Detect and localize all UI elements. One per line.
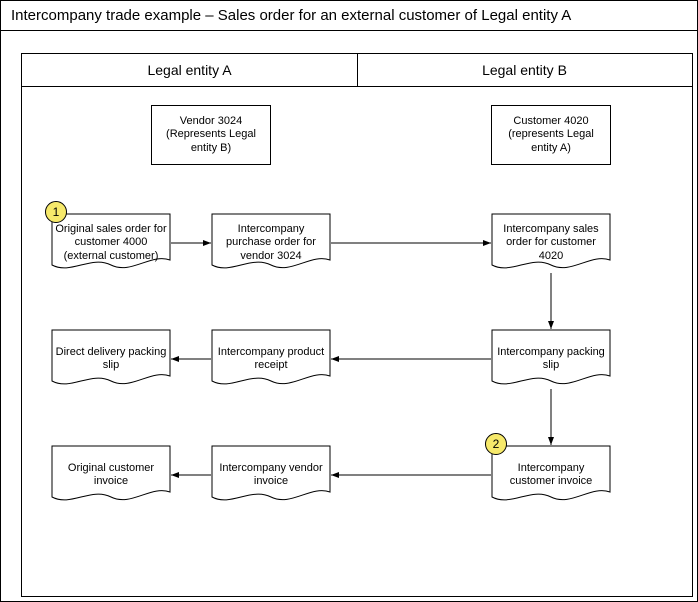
node-label: Intercompany packing slip [495,346,607,372]
node-origInv: Original customer invoice [51,445,171,505]
node-ddSlip: Direct delivery packing slip [51,329,171,389]
node-icCInv: Intercompany customer invoice [491,445,611,505]
diagram-page: Intercompany trade example – Sales order… [0,0,698,602]
column-header-b: Legal entity B [357,54,692,87]
badge-2: 2 [485,433,507,455]
node-icVInv: Intercompany vendor invoice [211,445,331,505]
node-label: Intercompany vendor invoice [215,462,327,488]
node-label: Original sales order for customer 4000 (… [55,223,167,263]
node-label: Customer 4020 (represents Legal entity A… [496,115,606,155]
node-label: Direct delivery packing slip [55,346,167,372]
node-customer: Customer 4020 (represents Legal entity A… [491,105,611,165]
node-label: Intercompany product receipt [215,346,327,372]
node-icProdR: Intercompany product receipt [211,329,331,389]
node-vendor: Vendor 3024 (Represents Legal entity B) [151,105,271,165]
node-label: Intercompany sales order for customer 40… [495,223,607,263]
node-icSO: Intercompany sales order for customer 40… [491,213,611,273]
node-label: Vendor 3024 (Represents Legal entity B) [156,115,266,155]
column-header-a: Legal entity A [22,54,358,87]
node-label: Intercompany purchase order for vendor 3… [215,223,327,263]
node-origSO: Original sales order for customer 4000 (… [51,213,171,273]
node-label: Original customer invoice [55,462,167,488]
node-icPO: Intercompany purchase order for vendor 3… [211,213,331,273]
node-label: Intercompany customer invoice [495,462,607,488]
node-icSlip: Intercompany packing slip [491,329,611,389]
badge-1: 1 [45,201,67,223]
diagram-title: Intercompany trade example – Sales order… [1,1,697,31]
